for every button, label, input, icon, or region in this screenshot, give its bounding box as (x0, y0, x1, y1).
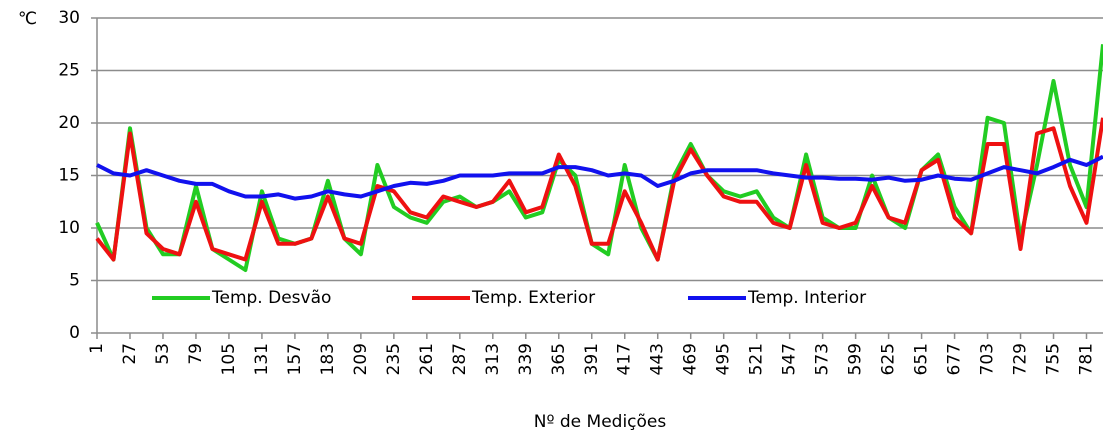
legend-label: Temp. Exterior (471, 288, 595, 308)
x-tick-label: 391 (582, 343, 602, 375)
x-tick-label: 235 (384, 343, 404, 375)
x-tick-label: 287 (450, 343, 470, 375)
x-tick-label: 1 (87, 343, 107, 354)
x-tick-label: 755 (1044, 343, 1064, 375)
x-tick-label: 495 (714, 343, 734, 375)
x-tick-label: 521 (747, 343, 767, 375)
y-tick-label: 30 (58, 8, 80, 28)
y-tick-label: 25 (58, 61, 80, 81)
x-axis-label: Nº de Medições (534, 412, 667, 432)
x-tick-label: 625 (879, 343, 899, 375)
x-tick-label: 547 (780, 343, 800, 375)
series-line (95, 44, 1103, 272)
x-tick-label: 131 (252, 343, 272, 375)
legend-label: Temp. Desvão (211, 288, 331, 308)
x-tick-label: 469 (681, 343, 701, 375)
series-line (95, 117, 1103, 262)
x-tick-label: 27 (120, 343, 140, 365)
x-tick-label: 339 (516, 343, 536, 375)
x-tick-label: 651 (912, 343, 932, 375)
x-tick-label: 365 (549, 343, 569, 375)
x-tick-label: 729 (1011, 343, 1031, 375)
x-tick-label: 573 (813, 343, 833, 375)
y-tick-label: 10 (58, 218, 80, 238)
legend-label: Temp. Interior (747, 288, 866, 308)
x-tick-label: 677 (945, 343, 965, 375)
x-tick-label: 599 (846, 343, 866, 375)
x-tick-label: 183 (318, 343, 338, 375)
x-tick-label: 53 (153, 343, 173, 365)
series-line (96, 154, 1103, 201)
x-tick-label: 105 (219, 343, 239, 375)
y-tick-label: 5 (69, 271, 80, 291)
x-tick-label: 417 (615, 343, 635, 375)
x-tick-label: 781 (1077, 343, 1097, 375)
x-tick-label: 79 (186, 343, 206, 365)
x-tick-label: 157 (285, 343, 305, 375)
x-tick-label: 313 (483, 343, 503, 375)
x-tick-label: 443 (648, 343, 668, 375)
x-tick-label: 261 (417, 343, 437, 375)
y-axis-label: ℃ (18, 9, 37, 29)
y-tick-label: 0 (69, 323, 80, 343)
y-tick-label: 15 (58, 166, 80, 186)
y-tick-label: 20 (58, 113, 80, 133)
x-tick-label: 209 (351, 343, 371, 375)
x-tick-label: 703 (978, 343, 998, 375)
